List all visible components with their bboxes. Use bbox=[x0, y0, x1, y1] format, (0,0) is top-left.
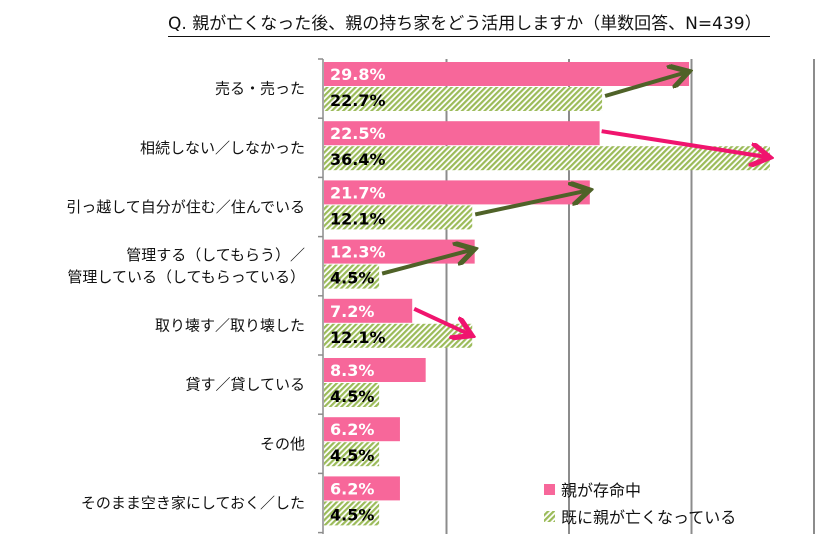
bar-alive bbox=[324, 417, 400, 442]
trend-arrow bbox=[413, 306, 470, 335]
bar-deceased bbox=[324, 383, 380, 407]
category-label: 貸す／貸している bbox=[185, 376, 305, 394]
data-label-alive: 8.3% bbox=[330, 361, 374, 380]
bar-alive bbox=[324, 358, 426, 382]
trend-arrow bbox=[601, 129, 768, 157]
bar-alive bbox=[324, 62, 690, 86]
trend-arrow bbox=[604, 72, 687, 98]
data-label-deceased: 4.5% bbox=[330, 387, 374, 406]
category-label: 引っ越して自分が住む／住んでいる bbox=[66, 198, 305, 216]
category-label: 管理している（してもらっている） bbox=[67, 268, 305, 286]
bar-deceased bbox=[324, 146, 770, 171]
trend-arrow bbox=[381, 250, 473, 276]
category-label: 売る・売った bbox=[215, 80, 305, 98]
data-label-deceased: 36.4% bbox=[330, 150, 386, 169]
bar-deceased bbox=[324, 501, 380, 526]
bar-deceased bbox=[324, 264, 380, 289]
legend-swatch-alive bbox=[544, 484, 555, 495]
data-label-alive: 7.2% bbox=[330, 302, 374, 321]
data-label-alive: 6.2% bbox=[330, 420, 374, 439]
category-label: 管理する（してもらう）／ bbox=[126, 246, 305, 264]
data-label-alive: 22.5% bbox=[330, 124, 386, 143]
data-label-deceased: 4.5% bbox=[330, 505, 374, 524]
bar-alive bbox=[324, 121, 600, 146]
category-label: そのまま空き家にしておく／した bbox=[81, 494, 305, 512]
data-label-alive: 6.2% bbox=[330, 479, 374, 498]
data-label-alive: 29.8% bbox=[330, 65, 386, 84]
bar-deceased bbox=[324, 442, 380, 467]
data-label-deceased: 4.5% bbox=[330, 446, 374, 465]
data-label-deceased: 4.5% bbox=[330, 269, 374, 288]
data-label-alive: 12.3% bbox=[330, 243, 386, 262]
bar-deceased bbox=[324, 205, 473, 230]
chart-title: Q. 親が亡くなった後、親の持ち家をどう活用しますか（単数回答、N=439） bbox=[168, 12, 770, 37]
category-label: 相続しない／しなかった bbox=[140, 139, 305, 157]
data-label-deceased: 12.1% bbox=[330, 328, 386, 347]
data-label-deceased: 12.1% bbox=[330, 209, 386, 228]
data-label-alive: 21.7% bbox=[330, 183, 386, 202]
category-label: 取り壊す／取り壊した bbox=[155, 316, 305, 334]
legend-label-deceased: 既に親が亡くなっている bbox=[561, 508, 736, 527]
bar-alive bbox=[324, 239, 475, 264]
legend-swatch-deceased bbox=[544, 511, 555, 522]
category-label: その他 bbox=[260, 435, 305, 453]
bar-alive bbox=[324, 298, 413, 323]
bar-deceased bbox=[324, 323, 473, 348]
bar-deceased bbox=[324, 87, 603, 111]
trend-arrow bbox=[474, 190, 588, 217]
legend-label-alive: 親が存命中 bbox=[561, 481, 641, 500]
bar-alive bbox=[324, 476, 400, 501]
data-label-deceased: 22.7% bbox=[330, 91, 386, 110]
